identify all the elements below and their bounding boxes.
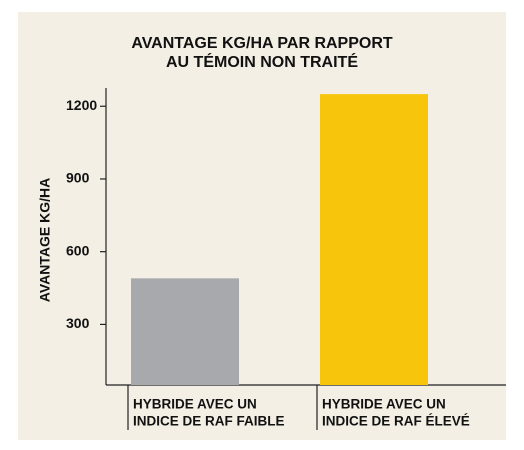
y-tick-label: 300 [66, 315, 90, 331]
y-axis-label: AVANTAGE KG/HA [37, 178, 53, 302]
bar [131, 278, 239, 385]
x-tick-label: HYBRIDE AVEC UN [133, 397, 257, 412]
y-tick-label: 900 [66, 170, 90, 186]
y-tick-label: 1200 [66, 97, 97, 113]
panel [18, 12, 506, 440]
y-tick-label: 600 [66, 242, 90, 258]
chart-title: AVANTAGE KG/HA PAR RAPPORT [131, 35, 393, 52]
x-tick-label: HYBRIDE AVEC UN [322, 397, 446, 412]
x-tick-label: INDICE DE RAF FAIBLE [133, 414, 285, 429]
bar [320, 94, 428, 386]
chart-title: AU TÉMOIN NON TRAITÉ [166, 52, 358, 71]
x-tick-label: INDICE DE RAF ÉLEVÉ [322, 414, 470, 429]
